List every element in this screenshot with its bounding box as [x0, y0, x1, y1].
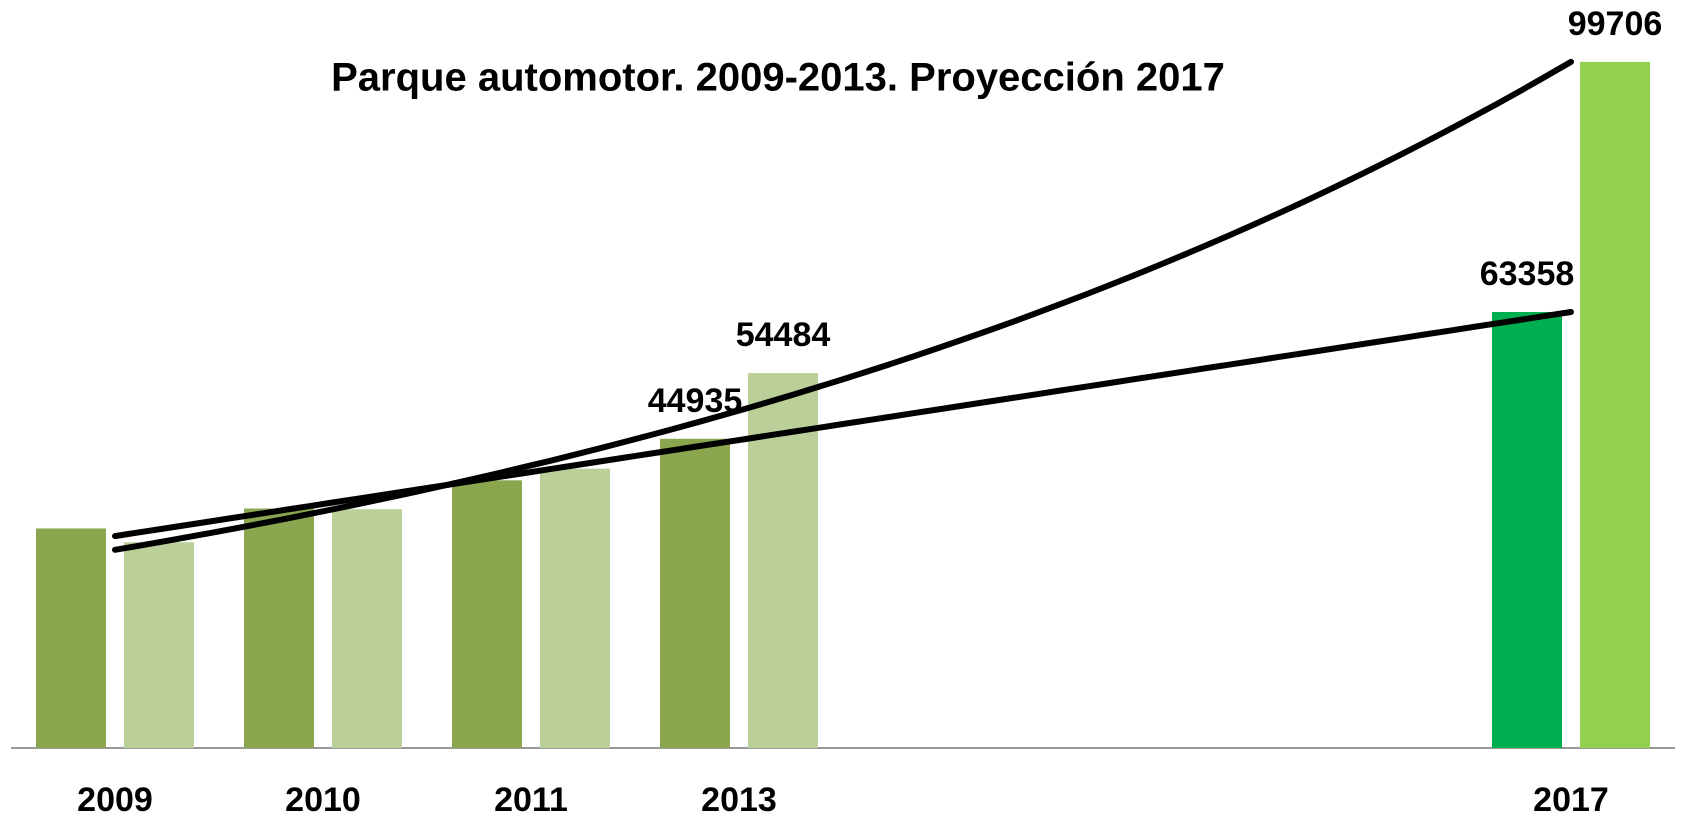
trend-line — [112, 309, 1574, 540]
bar — [36, 528, 106, 748]
x-tick-label: 2013 — [701, 781, 777, 819]
x-tick-label: 2010 — [285, 781, 361, 819]
bar — [124, 542, 194, 748]
bar — [660, 438, 730, 748]
bar — [332, 509, 402, 748]
x-tick-label: 2017 — [1533, 781, 1609, 819]
bar — [540, 468, 610, 748]
value-label: 99706 — [1568, 5, 1663, 43]
value-label: 63358 — [1480, 255, 1575, 293]
trend-line — [112, 58, 1574, 553]
bar — [244, 508, 314, 748]
bar — [1580, 61, 1650, 749]
x-tick-label: 2011 — [494, 781, 568, 819]
x-tick-label: 2009 — [77, 781, 153, 819]
bar — [1492, 312, 1562, 748]
chart-title: Parque automotor. 2009-2013. Proyección … — [331, 56, 1225, 100]
bar — [452, 480, 522, 748]
value-label: 54484 — [736, 316, 831, 354]
